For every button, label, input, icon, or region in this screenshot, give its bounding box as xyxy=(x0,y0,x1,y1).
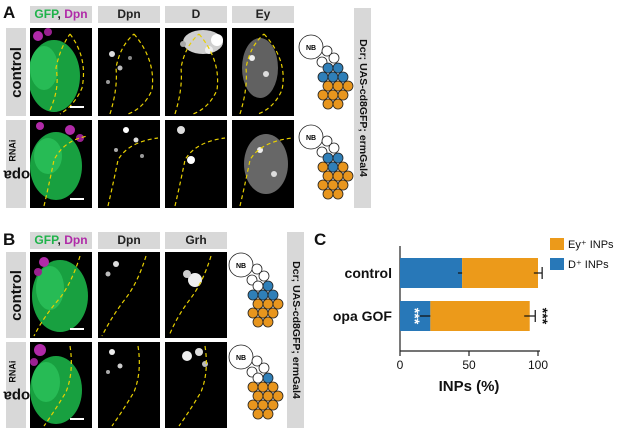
micrograph-a-control-merge xyxy=(30,28,92,116)
genotype-label-b: Dcr; UAS-cd8GFP; ermGal4 xyxy=(287,232,304,428)
legend-swatch-0 xyxy=(550,258,564,270)
row-label-b-opa-text: opa xyxy=(3,387,30,405)
significance-annotation-ey: *** xyxy=(535,308,551,325)
header-b-dpn-merge: Dpn xyxy=(64,233,88,247)
row-label-a-opa-text: opa xyxy=(3,166,30,184)
category-label: control xyxy=(345,265,392,281)
panel-a-letter: A xyxy=(3,3,16,22)
header-a-gfp: GFP xyxy=(34,7,58,21)
row-label-a-opa-sup: RNAi xyxy=(7,139,18,162)
x-tick-label: 100 xyxy=(528,358,548,372)
lineage-diagram-a-opa: NB xyxy=(298,124,354,200)
micrograph-b-opa-dpn xyxy=(98,342,160,428)
header-b-gfp: GFP xyxy=(34,233,58,247)
genotype-label-b-text: Dcr; UAS-cd8GFP; ermGal4 xyxy=(289,261,302,399)
legend-label-0: D⁺ INPs xyxy=(568,259,609,271)
row-label-b-opa-sup: RNAi xyxy=(7,360,18,383)
x-tick-label: 0 xyxy=(397,358,404,372)
header-a-dpn-merge: Dpn xyxy=(64,7,88,21)
header-a-comma: , xyxy=(57,7,61,21)
micrograph-b-opa-merge xyxy=(30,342,92,428)
header-b-grh: Grh xyxy=(165,232,227,249)
row-label-a-control: control xyxy=(6,28,26,116)
panel-c-letter: C xyxy=(314,230,327,249)
genotype-label-a: Dcr; UAS-cd8GFP; ermGal4 xyxy=(354,8,371,208)
genotype-label-a-text: Dcr; UAS-cd8GFP; ermGal4 xyxy=(356,39,369,177)
nb-label-b-opa: NB xyxy=(236,355,246,362)
bar-opa-gof-series-1 xyxy=(430,301,530,331)
micrograph-a-control-ey xyxy=(232,28,294,116)
micrograph-b-control-merge xyxy=(30,252,92,338)
lineage-diagram-a-control: NB xyxy=(298,34,354,110)
lineage-diagram-b-control: NB xyxy=(228,252,284,328)
header-b-comma: , xyxy=(57,233,61,247)
nb-label-a-opa: NB xyxy=(306,135,316,142)
stacked-bar-chart: control opa GOF *** *** 0 50 100 INPs (%) Ey⁺ IN… xyxy=(333,238,614,395)
row-label-b-control: control xyxy=(6,252,26,338)
lineage-diagram-b-opa: NB xyxy=(228,344,284,420)
micrograph-a-control-dpn xyxy=(98,28,160,116)
header-a-dpn: Dpn xyxy=(98,6,160,23)
x-tick-label: 50 xyxy=(462,358,476,372)
panel-b-letter: B xyxy=(3,230,16,249)
row-label-a-control-text: control xyxy=(7,46,25,98)
micrograph-a-opa-ey xyxy=(232,120,294,208)
legend-swatch-1 xyxy=(550,238,564,250)
row-label-b-control-text: control xyxy=(7,269,25,321)
micrograph-b-control-dpn xyxy=(98,252,160,338)
bar-control-series-1 xyxy=(462,258,538,288)
row-label-b-opa: opa RNAi xyxy=(3,342,30,428)
nb-label-b-control: NB xyxy=(236,263,246,270)
nb-label-a-control: NB xyxy=(306,45,316,52)
header-b-dpn: Dpn xyxy=(98,232,160,249)
micrograph-a-opa-dpn xyxy=(98,120,160,208)
micrograph-b-opa-grh xyxy=(165,342,227,428)
category-label: opa GOF xyxy=(333,308,393,324)
micrograph-a-opa-merge xyxy=(30,120,92,208)
header-a-d: D xyxy=(165,6,227,23)
row-label-a-opa: opa RNAi xyxy=(3,120,30,208)
significance-annotation-d: *** xyxy=(407,308,423,325)
micrograph-b-control-grh xyxy=(165,252,227,338)
header-a-ey: Ey xyxy=(232,6,294,23)
x-axis-label: INPs (%) xyxy=(439,378,500,395)
legend-label-1: Ey⁺ INPs xyxy=(568,239,614,251)
micrograph-a-control-d xyxy=(165,28,227,116)
bar-control-series-0 xyxy=(400,258,463,288)
header-a-merge: GFP, Dpn xyxy=(30,6,92,23)
header-b-merge: GFP, Dpn xyxy=(30,232,92,249)
micrograph-a-opa-d xyxy=(165,120,227,208)
